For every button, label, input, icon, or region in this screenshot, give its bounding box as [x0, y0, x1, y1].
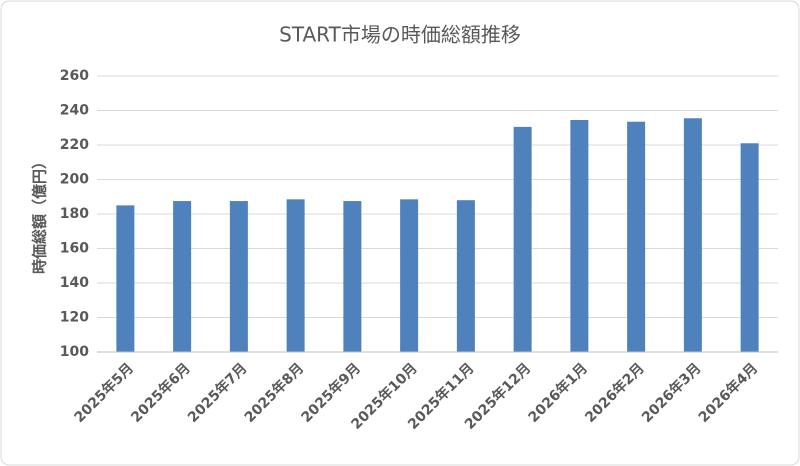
y-tick-label: 200 — [60, 172, 89, 188]
bar — [229, 201, 248, 352]
bar — [740, 143, 759, 352]
y-tick-label: 120 — [60, 310, 89, 326]
y-tick-label: 140 — [60, 275, 89, 291]
bar — [286, 199, 305, 352]
bar — [173, 201, 192, 352]
chart-title: START市場の時価総額推移 — [279, 23, 521, 47]
bar — [116, 205, 135, 352]
y-tick-label: 100 — [60, 344, 89, 360]
bar — [400, 199, 419, 352]
bar — [627, 121, 646, 353]
bar — [513, 126, 532, 352]
bar — [343, 201, 362, 352]
y-tick-label: 240 — [60, 103, 89, 119]
y-tick-label: 180 — [60, 206, 89, 222]
y-tick-label: 220 — [60, 137, 89, 153]
y-tick-label: 260 — [60, 68, 89, 84]
bar — [570, 119, 589, 352]
bar — [683, 118, 702, 352]
bar — [456, 200, 475, 352]
y-axis-label: 時価総額（億円） — [31, 154, 49, 274]
y-tick-label: 160 — [60, 241, 89, 257]
